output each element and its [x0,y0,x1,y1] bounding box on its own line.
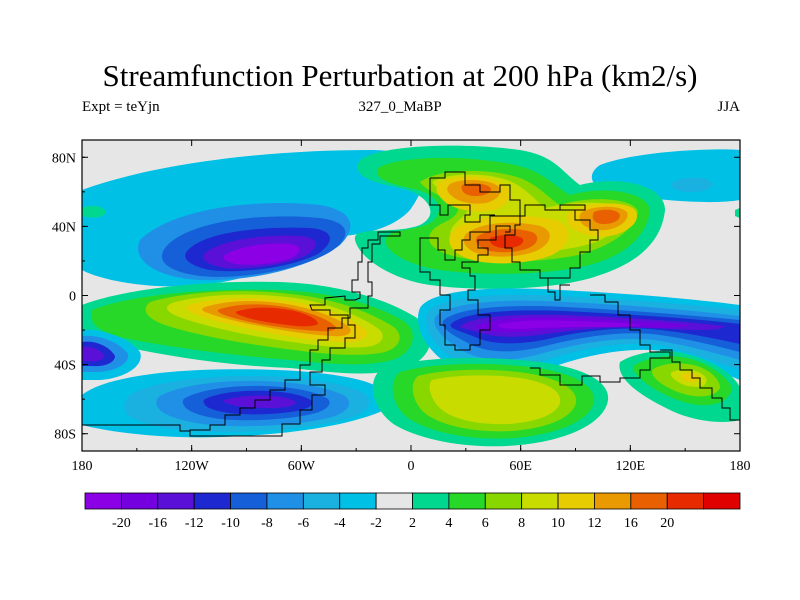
colorbar-label: 20 [660,516,674,531]
colorbar-label: 2 [409,516,416,531]
colorbar-label: -10 [221,516,240,531]
colorbar-swatch [157,492,195,510]
coastline-india [540,277,570,301]
y-tick-label: 0 [69,290,76,305]
colorbar-label: -4 [334,516,346,531]
contour-europe-20 [461,183,492,196]
colorbar-label: 16 [624,516,638,531]
x-tick-label: 0 [408,459,415,474]
colorbar-swatch [412,492,450,510]
contour-east-asia-20 [592,209,620,224]
colorbar-label: -2 [370,516,382,531]
colorbar-label: 6 [482,516,489,531]
contour-arctic-east-2 [671,177,713,192]
colorbar-swatch [339,492,377,510]
x-tick-label: 180 [72,459,93,474]
colorbar-label: -20 [112,516,131,531]
colorbar-swatch [120,492,159,510]
coastline-eurasia-africa [419,171,599,351]
colorbar-swatch [448,492,486,510]
y-tick-label: 80S [54,428,76,443]
season-label: JJA [717,99,740,115]
x-axis: 180 120W 60W 0 60E 120E 180 [72,140,751,474]
contour-s-atlantic-12 [223,395,296,408]
colorbar: -20 -16 -12 -10 -8 -6 -4 -2 2 4 6 8 10 12 16 20 [84,492,741,531]
colorbar-label: 12 [587,516,601,531]
contour-tropical-20 [235,307,318,327]
coastline-antarctic-peninsula [82,424,191,436]
colorbar-label: -16 [148,516,167,531]
coastline-europe-scandinavia [429,178,495,223]
contour-sw-pacific-10 [681,373,700,382]
x-tick-label: 60W [288,459,316,474]
colorbar-swatch [521,492,559,510]
colorbar-label: -12 [185,516,204,531]
colorbar-swatch [193,492,231,510]
contour-pacific-small-green [735,208,740,218]
colorbar-swatch [230,492,268,510]
y-tick-label: 80N [52,151,76,166]
contour-asia-max [489,235,524,249]
contour-indian-20 [498,320,640,329]
y-tick-label: 40N [52,220,76,235]
x-tick-label: 180 [730,459,751,474]
colorbar-swatch [594,492,632,510]
y-axis: 80N 40N 0 40S 80S [52,151,740,443]
x-tick-label: 60E [509,459,532,474]
colorbar-label: -8 [261,516,273,531]
colorbar-swatch [302,492,341,510]
colorbar-label: 10 [551,516,565,531]
contour-atlantic-small-green [82,205,106,218]
coastline-americas [189,231,401,437]
y-tick-label: 40S [54,359,76,374]
run-label: 327_0_MaBP [358,99,442,115]
colorbar-swatch [703,492,741,510]
contour-n-america-low-4 [223,243,300,265]
contour-field [82,140,740,451]
colorbar-label: -6 [297,516,309,531]
colorbar-label: 4 [445,516,452,531]
x-tick-label: 120W [175,459,210,474]
colorbar-swatch [375,492,413,510]
colorbar-swatch [666,492,705,510]
colorbar-label: 8 [518,516,525,531]
colorbar-swatch [84,492,122,510]
coastline-antarctica [660,349,740,421]
x-tick-label: 120E [616,459,646,474]
colorbar-swatch [266,492,304,510]
experiment-label: Expt = teYjn [82,99,160,115]
contour-se-pacific-4 [82,346,104,362]
coastline-australia [530,294,671,386]
colorbar-swatch [557,492,595,510]
colorbar-swatch [484,492,523,510]
contour-southern-8 [429,375,561,425]
colorbar-swatch [630,492,668,510]
coastlines [82,171,740,437]
plot-title: Streamfunction Perturbation at 200 hPa (… [102,58,698,93]
